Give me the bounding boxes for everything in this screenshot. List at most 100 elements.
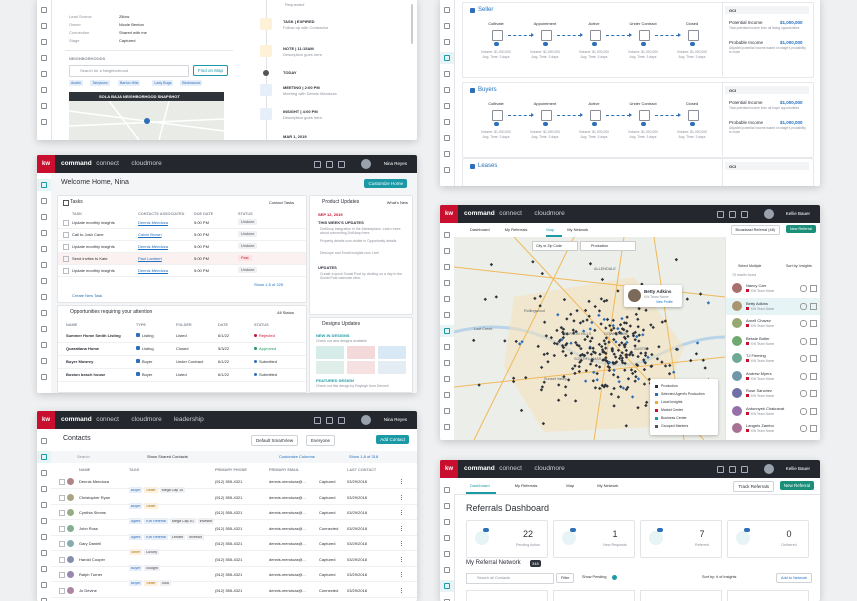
tag[interactable]: Lender — [169, 533, 186, 540]
nav-link[interactable]: leadership — [173, 416, 204, 423]
brand-logo[interactable]: kw — [440, 205, 458, 223]
tag[interactable]: Tarrytown — [90, 80, 110, 86]
nav-icon[interactable] — [41, 7, 47, 13]
nav-icon[interactable] — [41, 246, 47, 252]
nav-icon[interactable] — [41, 119, 47, 125]
nav-link[interactable]: cloudmore — [131, 160, 162, 167]
search-input[interactable]: Search all Contacts — [466, 573, 554, 584]
checkbox[interactable] — [59, 556, 65, 563]
new-referral-button[interactable]: New Referral — [779, 481, 814, 490]
tab[interactable]: My Referrals — [504, 227, 528, 232]
brand-logo[interactable]: kw — [37, 411, 55, 429]
user-name[interactable]: Kellie Bauer — [785, 211, 810, 216]
nav-icon[interactable] — [41, 87, 47, 93]
tag[interactable]: Mega Cap 10 — [159, 487, 186, 493]
nav-icon[interactable] — [444, 344, 450, 350]
nav-icon[interactable] — [41, 262, 47, 268]
tag[interactable]: KW Referral — [144, 518, 168, 524]
tag[interactable]: Buyer — [129, 502, 143, 509]
nav-icon[interactable] — [444, 264, 450, 270]
nav-link[interactable]: connect — [96, 416, 119, 423]
tag[interactable]: Buyer — [129, 564, 143, 571]
user-name[interactable]: Nina Reyes — [383, 161, 407, 166]
nav-link[interactable]: connect — [96, 160, 119, 167]
tag[interactable]: Barton Hills — [118, 80, 141, 86]
user-name[interactable]: Nina Reyes — [383, 417, 407, 422]
brand-logo[interactable]: kw — [37, 155, 55, 173]
nav-icon[interactable] — [444, 424, 450, 430]
nav-icon[interactable] — [444, 23, 450, 29]
filter-dropdown[interactable]: All Status — [277, 310, 294, 315]
nav-icon[interactable] — [444, 248, 450, 254]
tag[interactable]: Lady Bugs — [152, 80, 174, 86]
brand-logo[interactable]: kw — [440, 460, 458, 478]
profile-icon[interactable] — [800, 320, 807, 327]
tag[interactable]: Seller — [144, 487, 158, 493]
tab[interactable]: Dashboard — [470, 483, 490, 488]
nav-link[interactable]: connect — [499, 465, 522, 472]
tag[interactable]: Investor — [197, 518, 215, 524]
tag[interactable]: Seller — [144, 580, 158, 586]
filter-dropdown[interactable]: What's New — [386, 200, 408, 205]
nav-icon[interactable] — [444, 135, 450, 141]
tab[interactable]: My Referrals — [514, 483, 538, 488]
nav-icon[interactable] — [41, 278, 47, 284]
filter-dropdown[interactable]: Contact Tasks — [268, 200, 294, 205]
nav-link[interactable]: command — [464, 465, 495, 472]
nav-link[interactable]: connect — [499, 210, 522, 217]
nav-icon[interactable] — [444, 392, 450, 398]
tag[interactable]: Agent — [129, 533, 143, 540]
profile-icon[interactable] — [800, 285, 807, 292]
tag[interactable]: Agent — [129, 518, 143, 524]
nav-link[interactable]: cloudmore — [534, 210, 565, 217]
nav-icon[interactable] — [41, 438, 47, 444]
checkbox[interactable] — [59, 510, 65, 516]
tag[interactable]: Seller — [144, 502, 158, 509]
tab[interactable]: Map — [546, 227, 555, 232]
nav-icon[interactable] — [41, 518, 47, 524]
nav-icon[interactable] — [41, 358, 47, 364]
nav-icon[interactable] — [444, 551, 450, 557]
nav-icon[interactable] — [444, 535, 450, 541]
customize-button[interactable]: Customize Home — [364, 179, 407, 188]
tag[interactable]: Bought — [144, 564, 160, 571]
nav-icon[interactable] — [444, 519, 450, 525]
nav-icon[interactable] — [444, 167, 450, 173]
user-name[interactable]: Kellie Bauer — [785, 466, 810, 471]
checkbox[interactable] — [63, 268, 69, 274]
profile-icon[interactable] — [800, 425, 807, 432]
nav-icon[interactable] — [41, 294, 47, 300]
nav-icon[interactable] — [41, 470, 47, 476]
tag[interactable]: Buyer — [129, 487, 143, 493]
filter-button[interactable]: Filter — [556, 573, 575, 583]
tag[interactable]: Bedrowood — [180, 80, 203, 86]
tag[interactable]: KW Referral — [144, 533, 168, 540]
nav-icon[interactable] — [444, 55, 450, 61]
view-profile-button[interactable]: View Profile — [656, 300, 673, 304]
broadcast-button[interactable]: Broadcast Referral (48) — [730, 225, 780, 235]
filter-select[interactable]: City or Zip Code — [532, 241, 578, 251]
nav-icon[interactable] — [444, 119, 450, 125]
new-referral-button[interactable]: New Referral — [785, 225, 816, 233]
tab[interactable]: My Network — [597, 483, 619, 488]
checkbox[interactable] — [59, 587, 65, 594]
send-icon[interactable] — [810, 425, 817, 432]
checkbox[interactable] — [59, 494, 65, 501]
nav-icon[interactable] — [41, 502, 47, 508]
nav-icon[interactable] — [41, 310, 47, 316]
add-network-button[interactable]: Add to Network — [776, 573, 812, 583]
tab[interactable]: Map — [566, 483, 575, 488]
nav-icon[interactable] — [41, 23, 47, 29]
tag[interactable]: Luxury — [144, 549, 159, 555]
nav-icon[interactable] — [444, 376, 450, 382]
send-icon[interactable] — [810, 285, 817, 292]
profile-icon[interactable] — [800, 390, 807, 397]
nav-icon[interactable] — [444, 7, 450, 13]
nav-icon[interactable] — [41, 39, 47, 45]
nav-icon[interactable] — [41, 374, 47, 380]
nav-icon[interactable] — [41, 486, 47, 492]
checkbox[interactable] — [59, 525, 65, 532]
tab[interactable]: Dashboard — [470, 227, 490, 232]
tag[interactable]: Seller — [129, 549, 143, 555]
nav-icon[interactable] — [444, 151, 450, 157]
